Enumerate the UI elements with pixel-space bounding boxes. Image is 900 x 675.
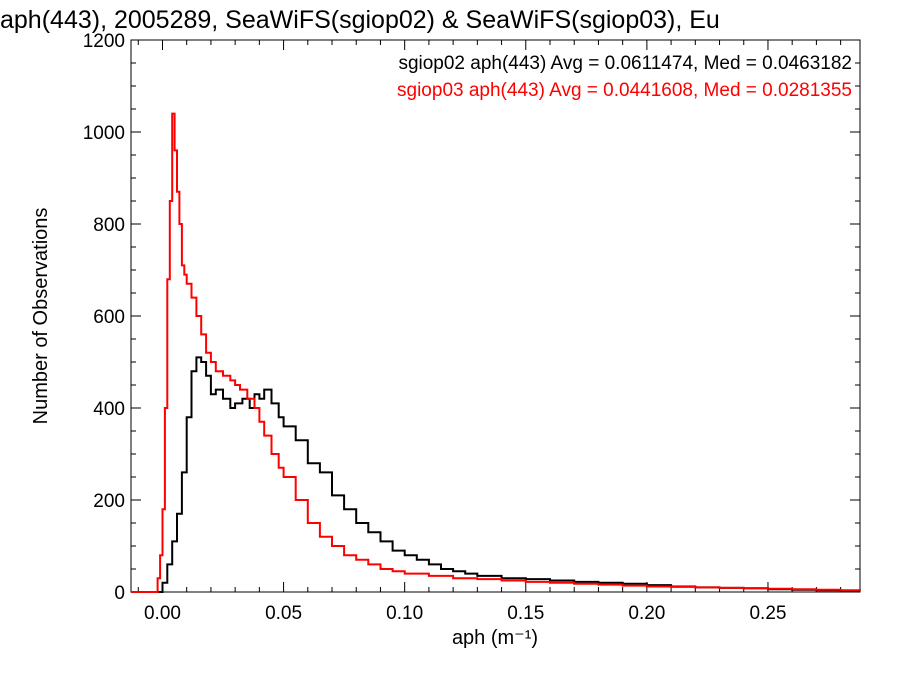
y-tick-label: 200	[93, 491, 125, 512]
y-axis-ticks: 0 200 400 600 800 1000 1200	[83, 31, 860, 604]
x-tick-label: 0.00	[144, 603, 181, 624]
y-tick-label: 800	[93, 215, 125, 236]
y-axis-label: Number of Observations	[30, 208, 52, 425]
plot-frame	[130, 39, 861, 593]
series-1-line	[131, 112, 861, 593]
y-tick-label: 1000	[83, 123, 125, 144]
y-tick-label: 400	[93, 399, 125, 420]
stats-sgiop03: sgiop03 aph(443) Avg = 0.0441608, Med = …	[397, 80, 852, 101]
y-tick-label: 600	[93, 307, 125, 328]
stats-sgiop02: sgiop02 aph(443) Avg = 0.0611474, Med = …	[398, 53, 852, 74]
x-tick-label: 0.10	[386, 603, 423, 624]
y-tick-label: 0	[114, 583, 125, 604]
x-axis-label: aph (m⁻¹)	[452, 627, 538, 649]
x-axis-ticks: 0.00 0.05 0.10 0.15 0.20 0.25	[137, 40, 842, 624]
x-tick-label: 0.05	[265, 603, 302, 624]
y-tick-label: 1200	[83, 31, 125, 52]
x-tick-label: 0.25	[749, 603, 786, 624]
chart-title: aph(443), 2005289, SeaWiFS(sgiop02) & Se…	[0, 6, 720, 34]
series-0-line	[131, 356, 860, 593]
x-tick-label: 0.20	[628, 603, 665, 624]
x-tick-label: 0.15	[507, 603, 544, 624]
series-layer	[131, 112, 861, 593]
